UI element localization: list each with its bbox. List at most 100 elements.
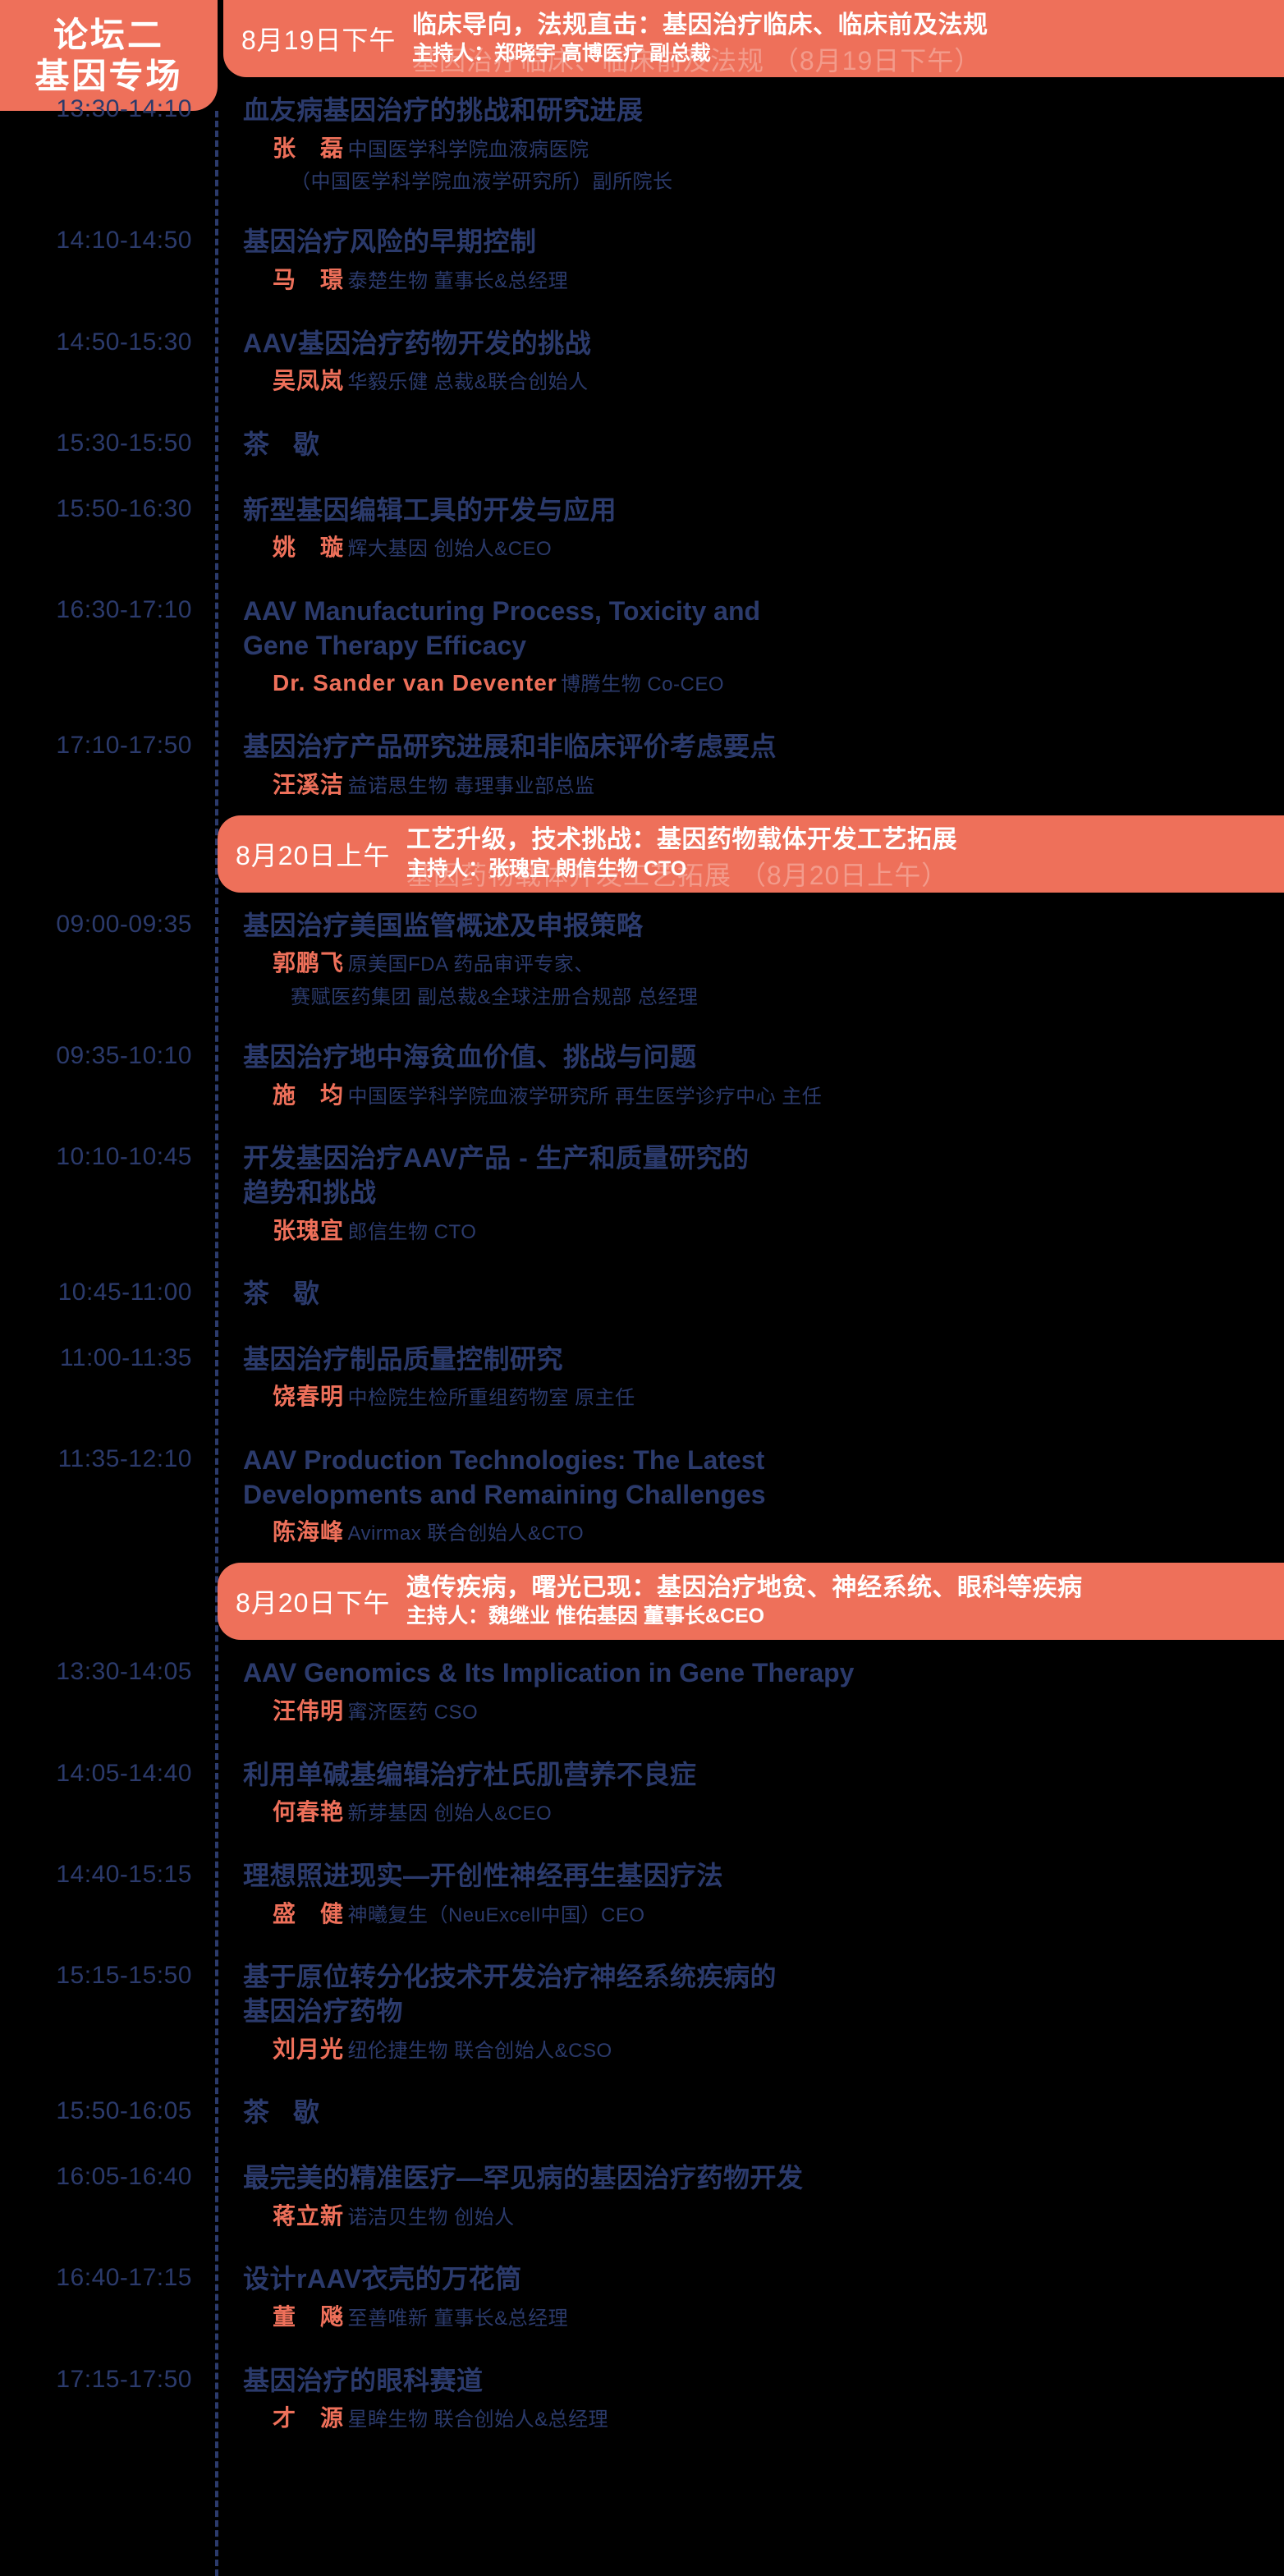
speaker-line: 蒋立新 诺洁贝生物 创始人 [243, 2201, 1284, 2232]
talk-time: 13:30-14:10 [56, 95, 192, 122]
speaker-affiliation: 诺洁贝生物 创始人 [347, 2206, 515, 2229]
forum-badge-line2: 基因专场 [34, 56, 183, 95]
talk-row[interactable]: 11:00-11:35 基因治疗制品质量控制研究 饶春明 中检院生检所重组药物室 原… [0, 1326, 1284, 1427]
speaker-line: 马 璟 泰楚生物 董事长&总经理 [243, 264, 1284, 296]
session-text: 基因治疗临床、临床前及法规 （8月19日下午） 临床导向，法规直击：基因治疗临床、… [412, 11, 1284, 76]
timeline-rail [215, 111, 218, 2576]
talk-title-line: 基因治疗制品质量控制研究 [243, 1343, 564, 1374]
talk-body: 茶 歇 [223, 1277, 1284, 1311]
talk-body: 基因治疗美国监管概述及申报策略 郭鹏飞 原美国FDA 药品审评专家、 赛赋医药集团 … [223, 909, 1284, 1009]
speaker-affiliation: 神曦复生（NeuExcell中国）CEO [347, 1903, 645, 1926]
speaker-name: 刘月光 [273, 2036, 345, 2062]
speaker-name: 施 均 [273, 1081, 345, 1108]
speaker-line: 饶春明 中检院生检所重组药物室 原主任 [243, 1381, 1284, 1412]
talk-time: 10:45-11:00 [57, 1279, 192, 1306]
session-date: 8月19日下午 [241, 25, 397, 55]
talk-row[interactable]: 15:50-16:05 茶 歇 [0, 2079, 1284, 2145]
talk-title-line: 基因治疗地中海贫血价值、挑战与问题 [243, 1041, 697, 1072]
talk-row[interactable]: 17:15-17:50 基因治疗的眼科赛道才 源 星眸生物 联合创始人&总经理 [0, 2348, 1284, 2449]
speaker-affiliation: 中国医学科学院血液病医院 [347, 138, 589, 161]
speaker-affiliation: 纽伦捷生物 联合创始人&CSO [347, 2039, 612, 2062]
talk-title-line: AAV基因治疗药物开发的挑战 [243, 328, 592, 358]
talk-body: 茶 歇 [223, 428, 1284, 462]
speaker-name: 蒋立新 [273, 2202, 345, 2229]
talk-title-line: 理想照进现实—开创性神经再生基因疗法 [243, 1861, 724, 1891]
session-title: 工艺升级，技术挑战：基因药物载体开发工艺拓展 [406, 826, 957, 854]
talk-row[interactable]: 15:50-16:30 新型基因编辑工具的开发与应用姚 璇 辉大基因 创始人&CE… [0, 477, 1284, 578]
talk-body: 基因治疗产品研究进展和非临床评价考虑要点 汪溪洁 益诺思生物 毒理事业部总监 [223, 730, 1284, 800]
speaker-affiliation: 益诺思生物 毒理事业部总监 [347, 774, 595, 797]
talk-row[interactable]: 09:35-10:10 基因治疗地中海贫血价值、挑战与问题施 均 中国医学科学院血… [0, 1024, 1284, 1125]
talk-row[interactable]: 13:30-14:10 血友病基因治疗的挑战和研究进展张 磊 中国医学科学院血液病… [0, 77, 1284, 209]
speaker-affiliation: 中检院生检所重组药物室 原主任 [347, 1387, 635, 1410]
speaker-line: 何春艳 新芽基因 创始人&CEO [243, 1797, 1284, 1828]
talk-title-line: 开发基因治疗AAV产品 - 生产和质量研究的 [243, 1143, 750, 1173]
session-text: 基因药物载体开发工艺拓展 （8月20日上午） 工艺升级，技术挑战：基因药物载体开发… [406, 825, 1284, 890]
talk-row[interactable]: 16:05-16:40 最完美的精准医疗—罕见病的基因治疗药物开发 蒋立新 诺洁贝生… [0, 2145, 1284, 2246]
session-host: 主持人：魏继业 惟佑基因 董事长&CEO [406, 1605, 765, 1628]
talk-time: 17:15-17:50 [56, 2365, 192, 2393]
talk-row[interactable]: 10:45-11:00 茶 歇 [0, 1260, 1284, 1326]
session-ghost-text: 基因药物载体开发工艺拓展 （8月20日上午） [406, 861, 949, 891]
talk-row[interactable]: 14:10-14:50 基因治疗风险的早期控制马 璟 泰楚生物 董事长&总经理 [0, 209, 1284, 310]
talk-row[interactable]: 10:10-10:45 开发基因治疗AAV产品 - 生产和质量研究的 趋势和挑战 张瑰… [0, 1125, 1284, 1260]
speaker-affiliation: 泰楚生物 董事长&总经理 [347, 269, 569, 292]
talk-title-line: 利用单碱基编辑治疗杜氏肌营养不良症 [243, 1759, 697, 1789]
talk-time: 15:15-15:50 [56, 1962, 192, 1990]
forum-badge: 论坛二 基因专场 [0, 0, 218, 111]
speaker-name: 马 璟 [273, 266, 345, 292]
speaker-name: 张 磊 [273, 135, 345, 161]
session-header: 8月20日上午 基因药物载体开发工艺拓展 （8月20日上午） 工艺升级，技术挑战：基… [218, 815, 1284, 893]
session-text: 遗传疾病，曙光已现：基因治疗地贫、神经系统、眼科等疾病 主持人：魏继业 惟佑基因 … [406, 1573, 1284, 1630]
talk-title-line: 血友病基因治疗的挑战和研究进展 [243, 95, 644, 125]
speaker-line: 才 源 星眸生物 联合创始人&总经理 [243, 2403, 1284, 2434]
talk-row[interactable]: 11:35-12:10 AAV Production Technologies: … [0, 1427, 1284, 1563]
talk-title-line: 基因治疗产品研究进展和非临床评价考虑要点 [243, 732, 777, 762]
speaker-affiliation: 原美国FDA 药品审评专家、 [347, 953, 594, 976]
talk-row[interactable]: 14:40-15:15 理想照进现实—开创性神经再生基因疗法盛 健 神曦复生（Ne… [0, 1843, 1284, 1944]
talk-title-line: 茶 歇 [243, 429, 328, 460]
talk-row[interactable]: 13:30-14:05 AAV Genomics & Its Implicatio… [0, 1640, 1284, 1741]
talk-body: 茶 歇 [223, 2096, 1284, 2130]
talk-title-line: 茶 歇 [243, 2097, 328, 2128]
talk-row[interactable]: 09:00-09:35 基因治疗美国监管概述及申报策略 郭鹏飞 原美国FDA 药品审… [0, 893, 1284, 1024]
talk-title-line: 基于原位转分化技术开发治疗神经系统疾病的 [243, 1962, 777, 1992]
talk-title-line: 基因治疗风险的早期控制 [243, 227, 537, 257]
talk-row[interactable]: 16:40-17:15 设计rAAV衣壳的万花筒董 飚 至善唯新 董事长&总经理 [0, 2246, 1284, 2347]
forum-badge-line1: 论坛二 [53, 15, 164, 54]
talk-title-line: Developments and Remaining Challenges [243, 1479, 766, 1509]
talk-body: 基因治疗制品质量控制研究饶春明 中检院生检所重组药物室 原主任 [223, 1343, 1284, 1412]
agenda-list: 8月19日下午 基因治疗临床、临床前及法规 （8月19日下午） 临床导向，法规直击：… [0, 0, 1284, 2449]
talk-row[interactable]: 16:30-17:10 AAV Manufacturing Process, To… [0, 578, 1284, 714]
talk-title-line: 最完美的精准医疗—罕见病的基因治疗药物开发 [243, 2163, 804, 2193]
talk-time: 10:10-10:45 [56, 1143, 192, 1171]
session-date: 8月20日上午 [236, 840, 391, 870]
talk-row[interactable]: 15:30-15:50 茶 歇 [0, 411, 1284, 477]
talk-body: AAV Production Technologies: The Latest D… [223, 1444, 1284, 1548]
talk-title-line: 新型基因编辑工具的开发与应用 [243, 494, 617, 525]
talk-body: 血友病基因治疗的挑战和研究进展张 磊 中国医学科学院血液病医院 （中国医学科学院血… [223, 94, 1284, 194]
speaker-line: 汪伟明 寗济医药 CSO [243, 1696, 1284, 1727]
talk-time: 13:30-14:05 [56, 1658, 192, 1686]
speaker-line: 陈海峰 Avirmax 联合创始人&CTO [243, 1517, 1284, 1548]
speaker-affiliation: 星眸生物 联合创始人&总经理 [347, 2408, 609, 2431]
talk-body: 利用单碱基编辑治疗杜氏肌营养不良症何春艳 新芽基因 创始人&CEO [223, 1758, 1284, 1828]
talk-row[interactable]: 14:50-15:30 AAV基因治疗药物开发的挑战 吴凤岚 华毅乐健 总裁&联合创… [0, 310, 1284, 411]
talk-row[interactable]: 15:15-15:50 基于原位转分化技术开发治疗神经系统疾病的 基因治疗药物 刘月光… [0, 1944, 1284, 2079]
talk-body: AAV基因治疗药物开发的挑战 吴凤岚 华毅乐健 总裁&联合创始人 [223, 327, 1284, 397]
talk-body: 最完美的精准医疗—罕见病的基因治疗药物开发蒋立新 诺洁贝生物 创始人 [223, 2161, 1284, 2231]
speaker-affiliation-line2: 赛赋医药集团 副总裁&全球注册合规部 总经理 [291, 985, 699, 1008]
talk-row[interactable]: 17:10-17:50 基因治疗产品研究进展和非临床评价考虑要点 汪溪洁 益诺思生物… [0, 714, 1284, 815]
talk-title-line: 茶 歇 [243, 1279, 328, 1309]
speaker-affiliation: 郎信生物 CTO [347, 1220, 477, 1243]
talk-row[interactable]: 14:05-14:40 利用单碱基编辑治疗杜氏肌营养不良症 何春艳 新芽基因 创始人… [0, 1742, 1284, 1843]
talk-body: 理想照进现实—开创性神经再生基因疗法盛 健 神曦复生（NeuExcell中国）C… [223, 1859, 1284, 1929]
talk-title-line: AAV Manufacturing Process, Toxicity and [243, 596, 761, 627]
speaker-name: 何春艳 [273, 1799, 345, 1825]
speaker-affiliation: 辉大基因 创始人&CEO [347, 538, 553, 561]
talk-title-line: 趋势和挑战 [243, 1177, 377, 1207]
talk-body: 基因治疗风险的早期控制马 璟 泰楚生物 董事长&总经理 [223, 225, 1284, 295]
speaker-line: 张 磊 中国医学科学院血液病医院 [243, 133, 1284, 164]
speaker-name: 盛 健 [273, 1900, 345, 1926]
talk-time: 14:40-15:15 [56, 1861, 192, 1889]
